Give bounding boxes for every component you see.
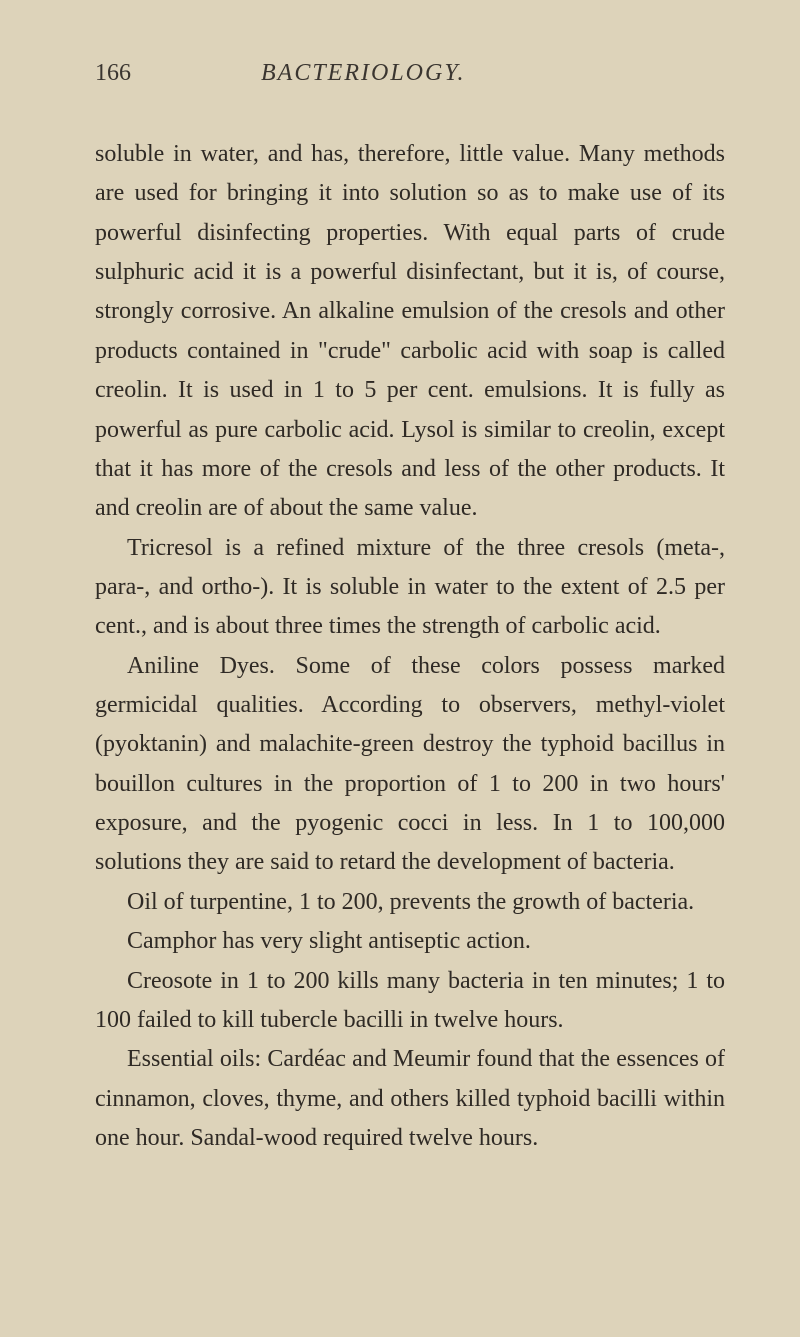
body-text-container: soluble in water, and has, therefore, li… [95, 135, 725, 1158]
paragraph-2: Tricresol is a refined mixture of the th… [95, 529, 725, 647]
section-label-aniline: Aniline Dyes. [127, 653, 275, 679]
paragraph-1: soluble in water, and has, therefore, li… [95, 135, 725, 529]
paragraph-5: Camphor has very slight antiseptic actio… [95, 922, 725, 961]
paragraph-4: Oil of turpentine, 1 to 200, prevents th… [95, 883, 725, 922]
paragraph-7: Essential oils: Cardéac and Meumir found… [95, 1040, 725, 1158]
paragraph-3: Aniline Dyes. Some of these colors posse… [95, 647, 725, 883]
book-title: BACTERIOLOGY. [261, 60, 465, 87]
page-number: 166 [95, 60, 131, 87]
page-header: 166 BACTERIOLOGY. [95, 60, 725, 87]
paragraph-3-text: Some of these colors possess marked germ… [95, 653, 725, 876]
paragraph-6: Creosote in 1 to 200 kills many bacteria… [95, 962, 725, 1041]
